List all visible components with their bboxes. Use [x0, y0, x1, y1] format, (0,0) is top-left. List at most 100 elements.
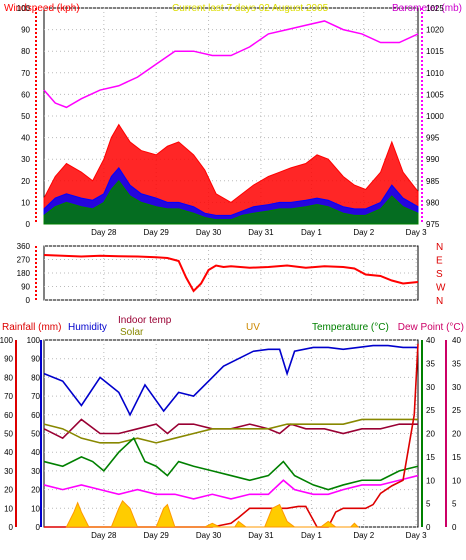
humidity-tick-0: 0 — [36, 523, 41, 532]
indoor-temp-legend: Indoor temp — [118, 315, 172, 326]
temperature-tick-0: 0 — [426, 523, 431, 532]
rhum-x-tick-day-28: Day 28 — [91, 531, 117, 540]
humidity-tick-20: 20 — [31, 486, 40, 495]
dewpoint-tick-40: 40 — [452, 336, 461, 345]
humidity-tick-60: 60 — [31, 411, 40, 420]
rainfall-tick-80: 80 — [4, 373, 13, 382]
dewpoint-tick-15: 15 — [452, 453, 461, 462]
winddir-tick-360: 360 — [17, 242, 31, 251]
humidity-tick-40: 40 — [31, 448, 40, 457]
barometer-tick-1005: 1005 — [426, 90, 444, 99]
series-solar — [43, 418, 418, 444]
rhum-x-tick-day-3: Day 3 — [406, 531, 427, 540]
barometer-tick-1015: 1015 — [426, 47, 444, 56]
dewpoint-tick-25: 25 — [452, 406, 461, 415]
windspeed-tick-80: 80 — [21, 47, 30, 56]
windspeed-tick-30: 30 — [21, 155, 30, 164]
rainfall-tick-60: 60 — [4, 411, 13, 420]
barometer-tick-1010: 1010 — [426, 69, 444, 78]
rhum-x-tick-day-30: Day 30 — [196, 531, 222, 540]
humidity-tick-100: 100 — [27, 336, 41, 345]
wind-baro-series — [43, 20, 419, 225]
humidity-tick-30: 30 — [31, 467, 40, 476]
rainfall-tick-40: 40 — [4, 448, 13, 457]
barometer-axis-label: Barometer (mb) — [392, 3, 462, 14]
dewpoint-tick-10: 10 — [452, 476, 461, 485]
windspeed-tick-70: 70 — [21, 69, 30, 78]
temperature-axis-label: Temperature (°C) — [312, 322, 389, 333]
wind-x-tick-day-30: Day 30 — [196, 228, 222, 237]
temperature-tick-40: 40 — [426, 336, 435, 345]
wind-x-tick-day-29: Day 29 — [144, 228, 170, 237]
barometer-tick-1025: 1025 — [426, 4, 444, 13]
barometer-tick-975: 975 — [426, 220, 440, 229]
temperature-tick-5: 5 — [426, 500, 431, 509]
windspeed-tick-10: 10 — [21, 198, 30, 207]
series-uv — [65, 499, 360, 528]
dewpoint-tick-5: 5 — [452, 500, 457, 509]
windspeed-tick-90: 90 — [21, 26, 30, 35]
winddir-tick-180: 180 — [17, 269, 31, 278]
humidity-tick-10: 10 — [31, 504, 40, 513]
winddir-tick-0: 0 — [26, 296, 31, 305]
wind-x-tick-day-3: Day 3 — [406, 228, 427, 237]
wind-dir-series — [43, 254, 419, 293]
series-barometer — [43, 20, 419, 109]
temperature-tick-30: 30 — [426, 383, 435, 392]
wind-x-tick-day-31: Day 31 — [248, 228, 274, 237]
windspeed-tick-100: 100 — [17, 4, 31, 13]
rainfall-axis-label: Rainfall (mm) — [2, 322, 61, 333]
barometer-tick-1020: 1020 — [426, 26, 444, 35]
barometer-tick-1000: 1000 — [426, 112, 444, 121]
winddir-tick-90: 90 — [21, 283, 30, 292]
barometer-tick-980: 980 — [426, 198, 440, 207]
compass-label-n-4: N — [436, 242, 443, 253]
compass-label-n-0: N — [436, 296, 443, 307]
windspeed-tick-60: 60 — [21, 90, 30, 99]
humidity-axis-label: Humidity — [68, 322, 107, 333]
compass-label-w-1: W — [436, 283, 446, 294]
series-temperature-c — [43, 436, 419, 491]
dew-point-axis-label: Dew Point (°C) — [398, 322, 464, 333]
series-dew-point-c — [43, 474, 419, 500]
rhum-x-tick-day-29: Day 29 — [144, 531, 170, 540]
rhum-x-tick-day-1: Day 1 — [301, 531, 322, 540]
rainfall-tick-90: 90 — [4, 355, 13, 364]
series-humidity — [43, 344, 418, 417]
winddir-tick-270: 270 — [17, 256, 31, 265]
series-windspeed — [43, 180, 419, 225]
dewpoint-tick-20: 20 — [452, 430, 461, 439]
windspeed-tick-0: 0 — [26, 220, 31, 229]
wind-x-tick-day-1: Day 1 — [301, 228, 322, 237]
rainfall-tick-30: 30 — [4, 467, 13, 476]
solar-legend: Solar — [120, 327, 144, 338]
wind-x-tick-day-2: Day 2 — [353, 228, 374, 237]
dewpoint-tick-30: 30 — [452, 383, 461, 392]
temperature-tick-25: 25 — [426, 406, 435, 415]
humidity-tick-90: 90 — [31, 355, 40, 364]
dewpoint-tick-0: 0 — [452, 523, 457, 532]
rainfall-tick-0: 0 — [9, 523, 14, 532]
rhum-x-tick-day-2: Day 2 — [353, 531, 374, 540]
compass-label-e-3: E — [436, 256, 443, 267]
rainfall-tick-70: 70 — [4, 392, 13, 401]
compass-label-s-2: S — [436, 269, 443, 280]
barometer-tick-990: 990 — [426, 155, 440, 164]
barometer-tick-995: 995 — [426, 134, 440, 143]
rainfall-tick-10: 10 — [4, 504, 13, 513]
uv-legend: UV — [246, 322, 260, 333]
humidity-tick-70: 70 — [31, 392, 40, 401]
windspeed-axis-label: Windspeed (kph) — [4, 3, 80, 14]
wind-baro-ticks: 0102030405060708090100975980985990995100… — [17, 4, 445, 237]
humidity-tick-50: 50 — [31, 430, 40, 439]
rain-hum-temp-series — [43, 343, 419, 528]
temperature-tick-10: 10 — [426, 476, 435, 485]
humidity-tick-80: 80 — [31, 373, 40, 382]
rainfall-tick-20: 20 — [4, 486, 13, 495]
windspeed-tick-40: 40 — [21, 134, 30, 143]
dewpoint-tick-35: 35 — [452, 359, 461, 368]
